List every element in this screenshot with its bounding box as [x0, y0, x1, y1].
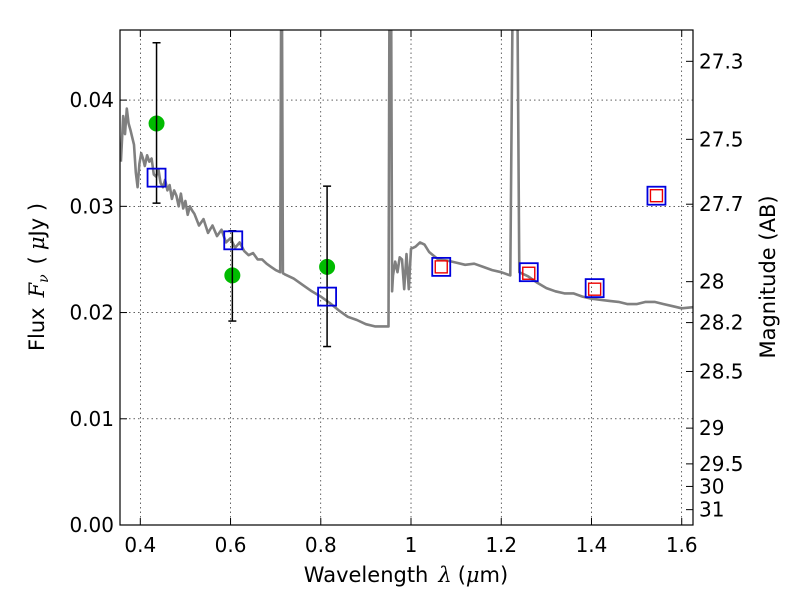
plot-area: [120, 30, 693, 348]
model-photometry-square: [223, 230, 244, 251]
y-axis-unit-open: (: [25, 256, 49, 264]
y-axis-subscript: ν: [36, 274, 52, 283]
model-photometry-square: [646, 185, 667, 206]
x-tick-label: 0.4: [124, 533, 156, 557]
x-tick-label: 0.8: [305, 533, 337, 557]
model-spectrum-line: [120, 30, 693, 328]
plot-frame: [119, 29, 694, 526]
magnitude-tick-label: 31: [699, 498, 724, 522]
x-tick-label: 0.6: [215, 533, 247, 557]
predicted-photometry-square: [434, 260, 448, 274]
y-axis-label-text: Flux: [25, 307, 49, 351]
x-tick-label: 1: [405, 533, 418, 557]
x-axis-unit-rest: m): [480, 563, 509, 587]
model-photometry-square: [431, 256, 452, 277]
axis-ticks: 0.4 0.6 0.8 1 1.2 1.4 1.6 0.00 0.01 0.02 0.03 0.04 2…: [69, 30, 744, 557]
predicted-photometry-square: [587, 282, 602, 296]
magnitude-tick-label: 30: [699, 474, 724, 498]
x-axis-unit-open: (: [458, 563, 466, 587]
x-axis-label: Wavelength λ (μm): [304, 563, 508, 587]
magnitude-tick-label: 29: [699, 416, 724, 440]
grid-lines: [120, 30, 693, 525]
x-tick-label: 1.4: [576, 533, 608, 557]
magnitude-tick-label: 28.5: [699, 359, 744, 383]
y-axis-unit-mu: μ: [25, 236, 49, 250]
magnitude-tick-label: 28.2: [699, 311, 744, 335]
y-tick-label: 0.02: [69, 301, 114, 325]
x-axis-symbol: λ: [437, 563, 451, 587]
magnitude-tick-label: 27.5: [699, 127, 744, 151]
magnitude-axis-label: Magnitude (AB): [756, 195, 780, 358]
x-axis-unit-mu: μ: [466, 563, 480, 587]
model-photometry-square: [146, 167, 167, 188]
predicted-photometry-square: [522, 266, 536, 280]
y-axis-unit-rest: Jy ): [25, 203, 49, 239]
predicted-photometry-square: [649, 189, 664, 203]
y-tick-label: 0.04: [69, 88, 114, 112]
y-tick-label: 0.03: [69, 194, 114, 218]
y-axis-label: Flux Fν ( μJy ): [25, 203, 52, 351]
magnitude-tick-label: 29.5: [699, 452, 744, 476]
y-axis-symbol: F: [25, 281, 49, 298]
magnitude-tick-label: 28: [699, 270, 724, 294]
model-photometry-square: [317, 286, 337, 307]
y-tick-label: 0.00: [69, 513, 114, 537]
magnitude-tick-label: 27.7: [699, 192, 744, 216]
model-photometry-square: [584, 278, 605, 299]
magnitude-tick-label: 27.3: [699, 49, 744, 73]
x-tick-label: 1.2: [485, 533, 517, 557]
x-tick-label: 1.6: [666, 533, 698, 557]
model-photometry-square: [518, 262, 539, 283]
y-tick-label: 0.01: [69, 407, 114, 431]
x-axis-label-text: Wavelength: [304, 563, 429, 587]
